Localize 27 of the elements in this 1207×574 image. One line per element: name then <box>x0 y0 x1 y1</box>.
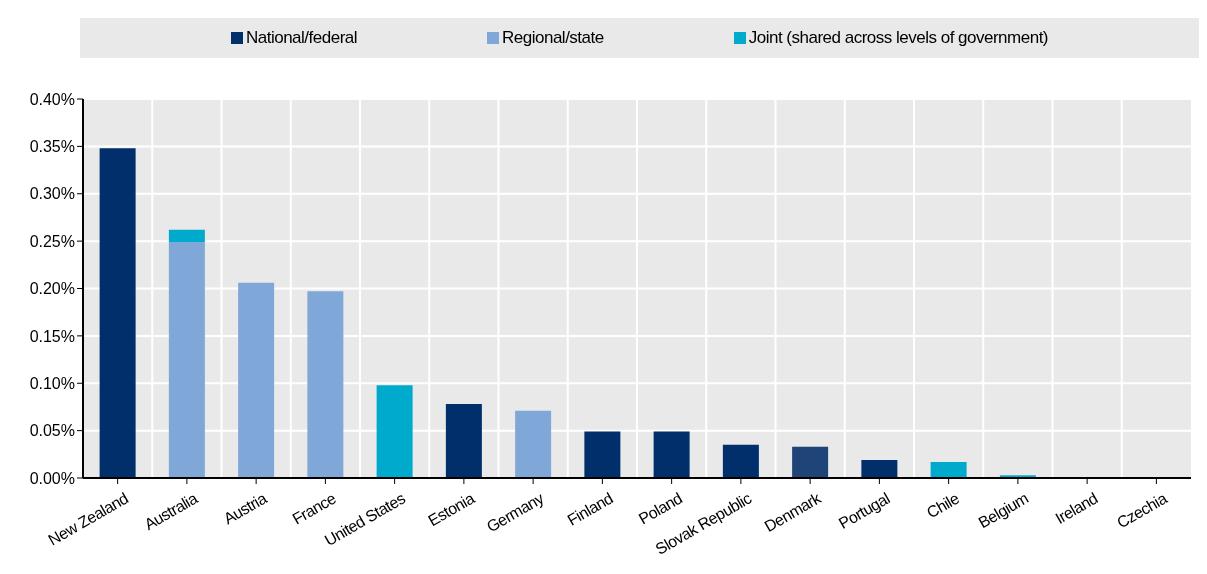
y-tick-label: 0.10% <box>29 374 75 392</box>
bar <box>653 431 690 478</box>
legend-label: National/federal <box>244 28 358 48</box>
x-tick-label: Chile <box>923 489 963 522</box>
bar <box>515 410 552 478</box>
bar <box>930 461 967 478</box>
bar <box>445 404 482 478</box>
y-tick-label: 0.00% <box>29 469 75 487</box>
legend-label: Joint (shared across levels of government) <box>747 28 1049 48</box>
bar <box>238 282 275 478</box>
y-tick-label: 0.30% <box>29 185 75 203</box>
y-tick-label: 0.15% <box>29 327 75 345</box>
bar <box>861 460 898 478</box>
bar <box>792 446 829 478</box>
legend-label: Regional/state <box>501 28 604 48</box>
bar <box>376 385 413 478</box>
bar <box>722 444 759 478</box>
bar <box>168 229 205 243</box>
bar <box>584 431 621 478</box>
y-tick-label: 0.20% <box>29 280 75 298</box>
y-tick-label: 0.05% <box>29 422 75 440</box>
bar <box>168 242 205 478</box>
bar <box>99 148 136 478</box>
y-tick-label: 0.35% <box>29 138 75 156</box>
y-tick-label: 0.40% <box>29 90 75 108</box>
y-tick-label: 0.25% <box>29 232 75 250</box>
bar <box>307 291 344 478</box>
